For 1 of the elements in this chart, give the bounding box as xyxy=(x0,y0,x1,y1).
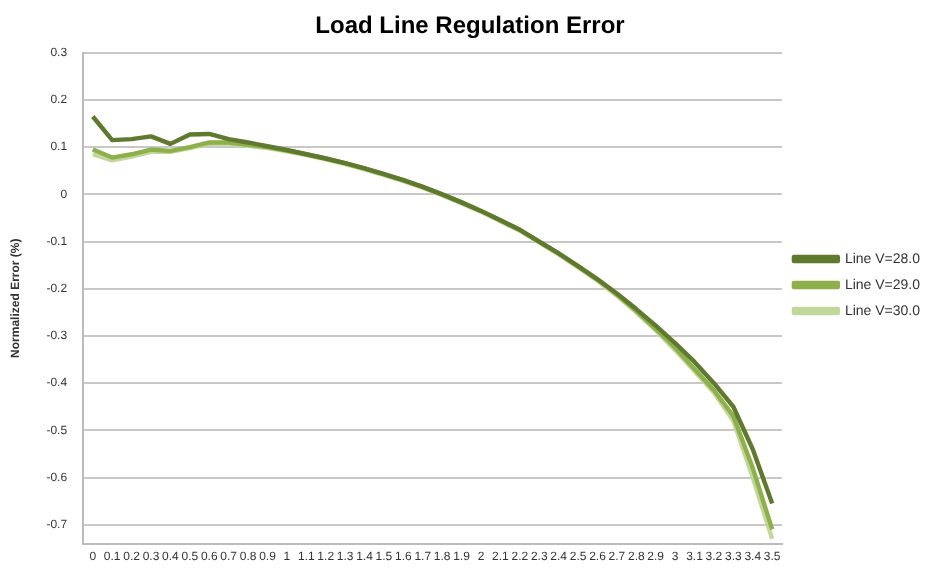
chart-title: Load Line Regulation Error xyxy=(315,11,626,40)
